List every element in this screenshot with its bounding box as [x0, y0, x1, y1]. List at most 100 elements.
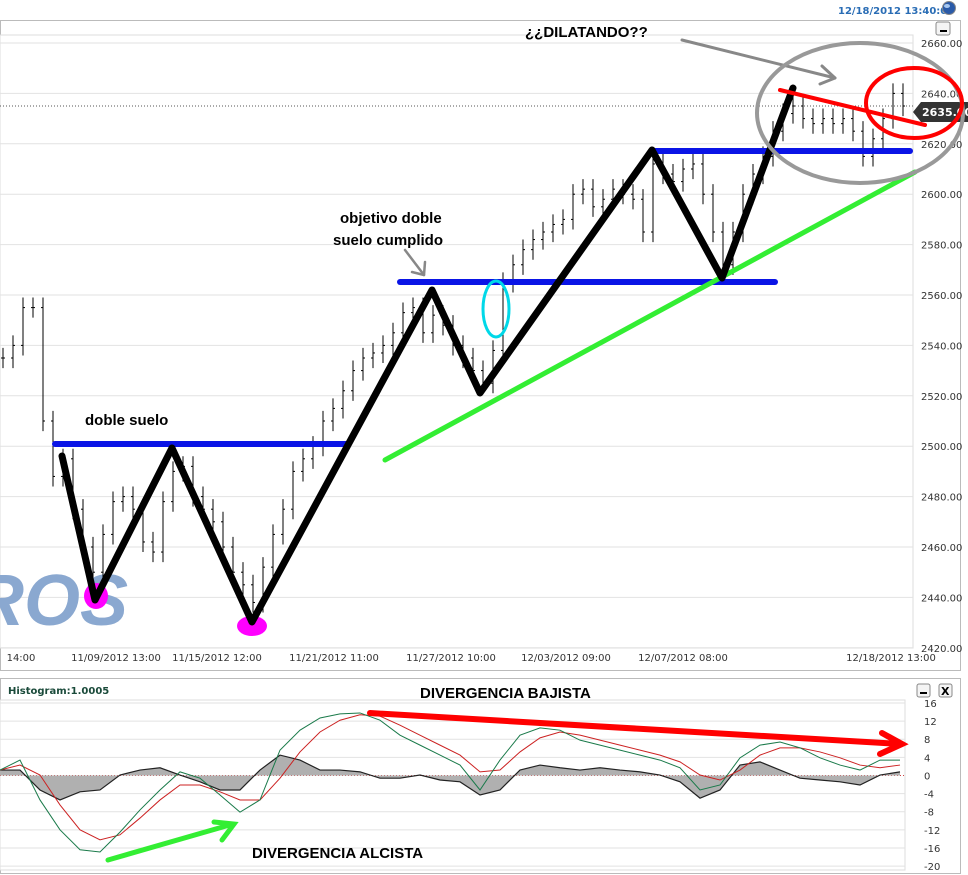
price-bar: [551, 214, 555, 243]
y-tick-label: 2580.00: [921, 241, 962, 252]
label-bullish-divergence: DIVERGENCIA ALCISTA: [252, 845, 423, 862]
slow-line: [0, 714, 901, 841]
price-bar: [801, 95, 805, 129]
y-tick-label: 2640.00: [921, 89, 962, 100]
price-bar: [391, 322, 395, 356]
price-bar: [701, 153, 705, 205]
price-bar: [491, 340, 495, 394]
price-bar: [21, 297, 25, 356]
price-bar: [581, 179, 585, 205]
price-bar: [871, 128, 875, 167]
price-bar: [331, 398, 335, 432]
minimize-icon: [940, 30, 947, 32]
label-target-2: suelo cumplido: [333, 232, 443, 249]
price-bar: [541, 221, 545, 250]
price-bar: [851, 108, 855, 142]
price-bar: [811, 108, 815, 134]
low-highlight-2: [237, 616, 267, 636]
price-bar: [831, 108, 835, 134]
price-bar: [101, 524, 105, 583]
pattern-zigzag: [58, 84, 797, 626]
price-bar: [531, 229, 535, 260]
y-tick-label: 2620.00: [921, 140, 962, 151]
minimize-button[interactable]: [935, 21, 951, 36]
x-tick-label: 11/15/2012 12:00: [172, 653, 262, 664]
y-tick-label: 4: [924, 753, 930, 764]
price-bar: [41, 297, 45, 432]
y-tick-label: 2460.00: [921, 543, 962, 554]
price-bar: [271, 524, 275, 578]
y-tick-label: 12: [924, 717, 937, 728]
price-bar: [841, 108, 845, 134]
label-target-1: objetivo doble: [340, 210, 442, 227]
y-tick-label: 2560.00: [921, 291, 962, 302]
x-tick-label: 12/18/2012 13:00: [846, 653, 936, 664]
price-bar: [711, 184, 715, 243]
price-bar: [171, 461, 175, 512]
y-tick-label: 16: [924, 699, 937, 710]
red-circle: [864, 66, 964, 140]
y-tick-label: -8: [924, 808, 934, 819]
price-bar: [351, 360, 355, 401]
y-tick-label: -20: [924, 862, 940, 873]
y-tick-label: 2540.00: [921, 341, 962, 352]
bullish-divergence-arrow: [105, 819, 239, 863]
indicator-title: Histogram:1.0005: [8, 686, 109, 697]
fast-line: [0, 712, 900, 853]
globe-icon[interactable]: [942, 1, 956, 15]
indicator-plot-area: [0, 699, 906, 871]
bearish-trendline: [778, 88, 927, 127]
x-tick-label: 12/07/2012 08:00: [638, 653, 728, 664]
dilating-arrow: [680, 38, 837, 86]
price-bar: [681, 158, 685, 192]
last-price-tag: 2635.00: [913, 102, 968, 122]
price-bar: [641, 189, 645, 243]
price-bar: [151, 531, 155, 563]
price-bar: [371, 342, 375, 369]
y-tick-label: -12: [924, 826, 940, 837]
indicator-close-button[interactable]: X: [938, 683, 953, 698]
price-bar: [571, 184, 575, 230]
consolidation-circle: [755, 41, 965, 185]
price-bar: [291, 461, 295, 520]
price-bar: [211, 499, 215, 532]
price-bar: [341, 380, 345, 419]
y-tick-label: 2480.00: [921, 493, 962, 504]
svg-text:2635.00: 2635.00: [922, 106, 968, 119]
price-bar: [111, 491, 115, 545]
x-tick-label: 11/21/2012 11:00: [289, 653, 379, 664]
price-bar: [631, 184, 635, 210]
y-tick-label: -4: [924, 790, 934, 801]
price-bar: [11, 335, 15, 369]
y-tick-label: 2520.00: [921, 392, 962, 403]
y-tick-label: 2660.00: [921, 39, 962, 50]
price-bar: [51, 410, 55, 487]
indicator-minimize-button[interactable]: [916, 683, 931, 698]
bearish-divergence-arrow: [367, 710, 909, 757]
price-bar: [691, 153, 695, 180]
price-bar: [31, 297, 35, 318]
x-tick-label: 12/03/2012 09:00: [521, 653, 611, 664]
y-tick-label: -16: [924, 844, 940, 855]
price-bar: [301, 448, 305, 482]
timestamp: 12/18/2012 13:40:08: [838, 6, 954, 17]
label-dilating: ¿¿DILATANDO??: [525, 24, 648, 41]
price-bar: [131, 486, 135, 520]
price-bar: [791, 95, 795, 124]
histogram-area: [0, 755, 900, 800]
uptrend-line: [382, 169, 918, 463]
y-tick-label: 2440.00: [921, 593, 962, 604]
y-tick-label: 2500.00: [921, 442, 962, 453]
price-bar: [161, 491, 165, 563]
label-bearish-divergence: DIVERGENCIA BAJISTA: [420, 685, 591, 702]
price-bar: [1, 347, 5, 369]
price-bar: [861, 121, 865, 167]
price-bar: [821, 108, 825, 134]
y-tick-label: 8: [924, 735, 930, 746]
close-icon: X: [941, 685, 950, 698]
price-bar: [251, 574, 255, 613]
price-bar: [361, 347, 365, 381]
label-double-bottom: doble suelo: [85, 412, 168, 429]
x-tick-label: 11/27/2012 10:00: [406, 653, 496, 664]
